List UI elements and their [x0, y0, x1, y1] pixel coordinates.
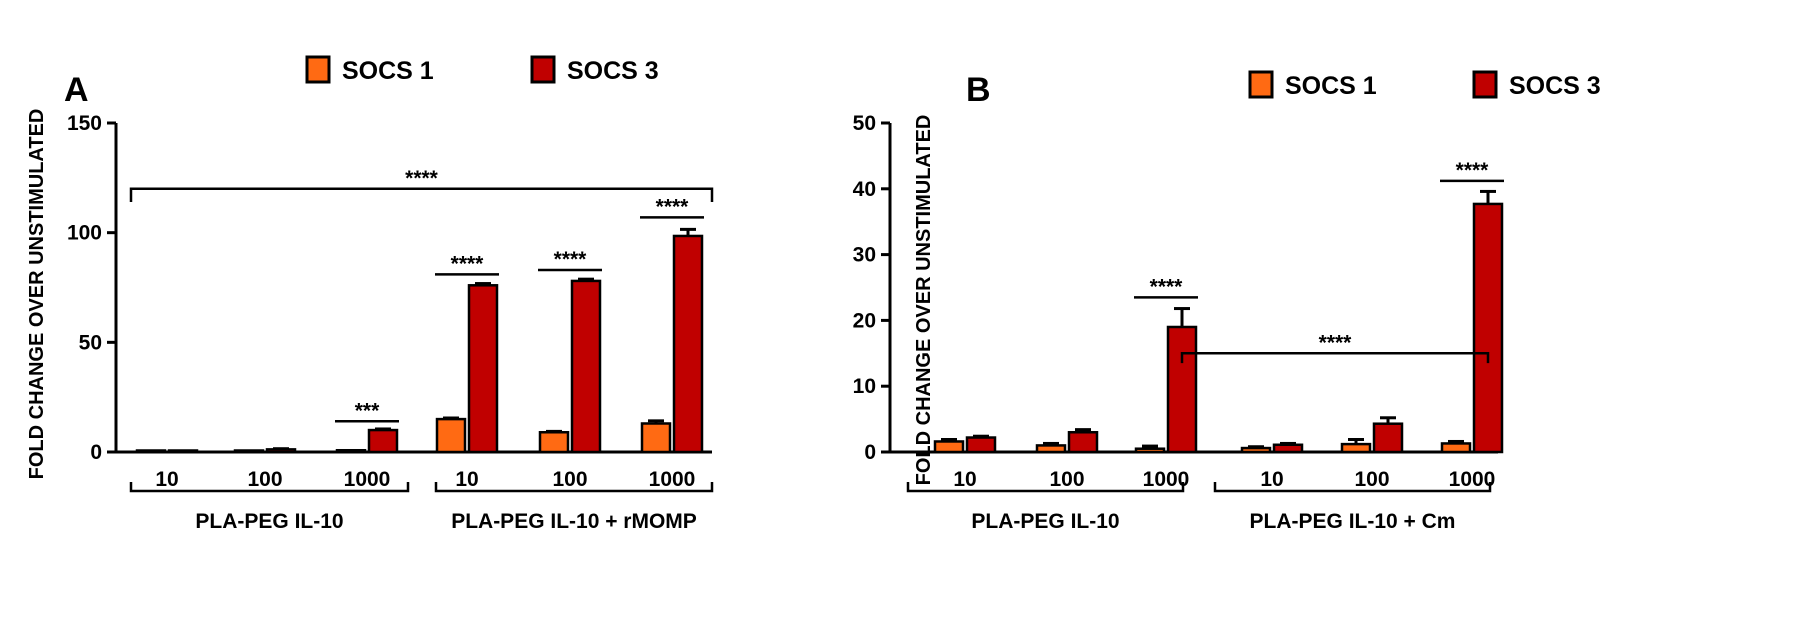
legend-label-socs3-a: SOCS 3 — [567, 57, 659, 85]
x-tick-label-a: 10 — [155, 468, 178, 491]
plot-area-b: 0 10 20 30 40 50 10 100 1000 10 100 1000 PLA-PEG IL-… — [853, 112, 1504, 533]
legend-label-socs1-a: SOCS 1 — [342, 57, 434, 85]
bar-socs1-a — [640, 422, 672, 454]
x-tick-label-b: 1000 — [1449, 468, 1496, 491]
bar-socs1-b — [1440, 442, 1472, 454]
significance-bracket-b — [1180, 352, 1490, 364]
legend-label-socs1-b: SOCS 1 — [1285, 72, 1377, 100]
bar-socs1-b — [1240, 446, 1272, 454]
x-tick-label-b: 1000 — [1143, 468, 1190, 491]
panel-letter-b: B — [966, 71, 991, 109]
significance-label-a: **** — [554, 248, 588, 271]
bar-socs1-a — [538, 431, 570, 454]
y-tick-label-a: 100 — [67, 222, 102, 245]
group-bracket-b — [906, 482, 1185, 493]
x-tick-label-b: 100 — [1049, 468, 1084, 491]
group-bracket-a — [434, 482, 714, 493]
legend-swatch-socs1-a — [305, 55, 331, 84]
panel-a: A SOCS 1 SOCS 3 FOLD CHANGE OVER UNSTIMU… — [26, 55, 714, 533]
group-label-a: PLA-PEG IL-10 — [195, 510, 343, 533]
y-tick-label-b: 30 — [853, 244, 876, 267]
y-tick-label-b: 40 — [853, 178, 876, 201]
bar-socs1-a — [135, 449, 167, 454]
x-tick-label-a: 1000 — [649, 468, 696, 491]
panel-b: B SOCS 1 SOCS 3 FOLD CHANGE OVER UNSTIMU… — [853, 70, 1601, 533]
bar-socs1-b — [933, 440, 965, 454]
legend-label-socs3-b: SOCS 3 — [1509, 72, 1601, 100]
significance-label-a: *** — [355, 399, 380, 422]
bar-socs1-a — [335, 448, 367, 454]
legend-swatch-socs3-a — [530, 55, 556, 84]
bar-socs3-b — [1067, 431, 1099, 454]
significance-label-b: **** — [1319, 331, 1353, 354]
x-tick-label-b: 100 — [1354, 468, 1389, 491]
y-tick-label-b: 0 — [864, 441, 876, 464]
x-tick-label-a: 100 — [247, 468, 282, 491]
bar-socs1-a — [435, 417, 467, 454]
bar-socs1-b — [1340, 442, 1372, 454]
bar-socs3-b — [1272, 443, 1304, 454]
bar-socs1-a — [233, 449, 265, 454]
panel-letter-a: A — [64, 71, 89, 109]
bar-socs3-a — [467, 284, 499, 454]
bar-socs3-a — [570, 279, 602, 454]
bar-socs3-b — [1372, 422, 1404, 454]
group-label-a: PLA-PEG IL-10 + rMOMP — [451, 510, 697, 533]
significance-bracket-a — [129, 187, 714, 202]
group-bracket-b — [1213, 482, 1492, 493]
bar-socs3-a — [367, 428, 399, 454]
group-label-b: PLA-PEG IL-10 — [971, 510, 1119, 533]
bar-socs3-b — [1472, 202, 1504, 454]
y-tick-label-a: 0 — [90, 441, 102, 464]
x-tick-label-a: 10 — [455, 468, 478, 491]
x-tick-label-b: 10 — [953, 468, 976, 491]
y-tick-label-a: 50 — [79, 331, 102, 354]
legend-b: SOCS 1 SOCS 3 — [1248, 70, 1601, 100]
y-tick-label-b: 50 — [853, 112, 876, 135]
significance-label-a: **** — [405, 167, 439, 190]
y-tick-label-a: 150 — [67, 112, 102, 135]
legend-swatch-socs1-b — [1248, 70, 1274, 99]
significance-label-b: **** — [1150, 275, 1184, 298]
significance-label-a: **** — [451, 252, 485, 275]
bar-socs3-b — [965, 436, 997, 454]
group-bracket-a — [129, 482, 410, 493]
y-tick-label-b: 20 — [853, 309, 876, 332]
bar-socs3-a — [167, 449, 199, 454]
x-tick-label-a: 1000 — [344, 468, 391, 491]
x-tick-label-b: 10 — [1260, 468, 1283, 491]
significance-label-b: **** — [1456, 159, 1490, 182]
group-label-b: PLA-PEG IL-10 + Cm — [1250, 510, 1456, 533]
legend-a: SOCS 1 SOCS 3 — [305, 55, 659, 85]
x-tick-label-a: 100 — [552, 468, 587, 491]
y-axis-label-a: FOLD CHANGE OVER UNSTIMULATED — [26, 109, 48, 480]
bar-socs1-b — [1035, 444, 1067, 454]
y-axis-label-b: FOLD CHANGE OVER UNSTIMULATED — [913, 115, 935, 486]
significance-label-a: **** — [656, 195, 690, 218]
legend-swatch-socs3-b — [1472, 70, 1498, 99]
bar-socs1-b — [1134, 447, 1166, 454]
y-tick-label-b: 10 — [853, 375, 876, 398]
bar-socs3-a — [672, 234, 704, 454]
bar-socs3-b — [1166, 325, 1198, 454]
